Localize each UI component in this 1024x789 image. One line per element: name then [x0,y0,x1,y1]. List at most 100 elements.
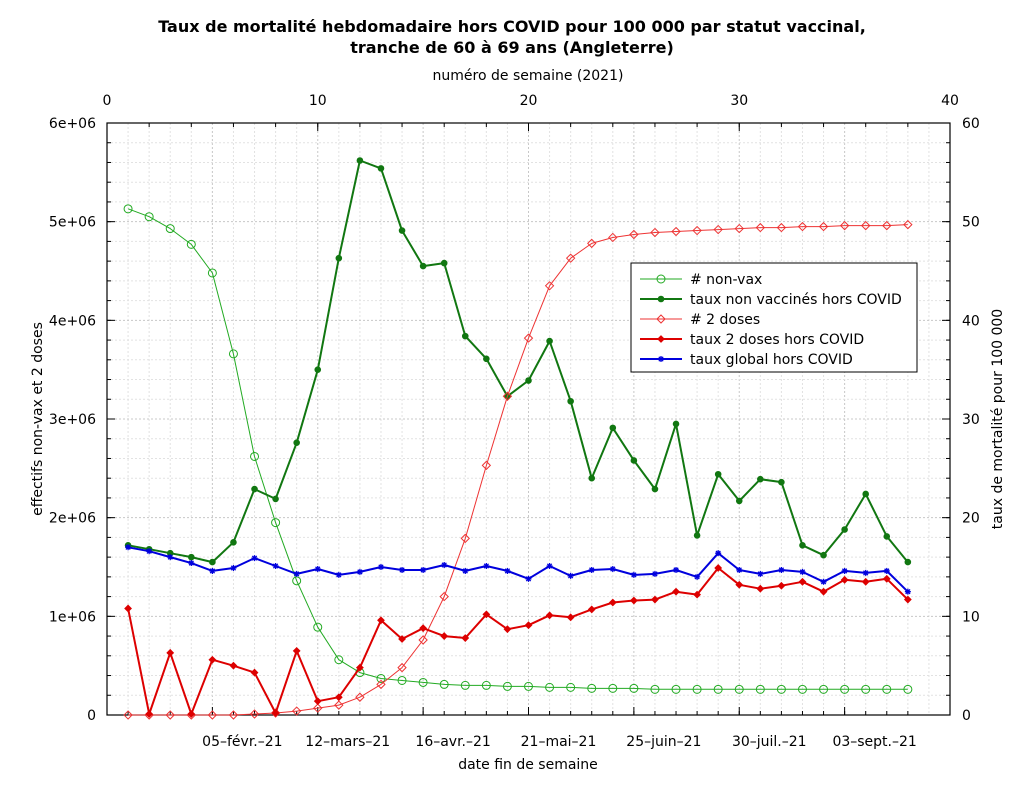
data-point [165,224,175,234]
data-point [883,533,891,540]
data-point [399,566,406,573]
y-axis-left-label: effectifs non-vax et 2 doses [30,322,46,516]
legend-marker [657,335,665,343]
data-point [439,679,449,689]
data-point [377,616,385,625]
left-tick-label: 3e+06 [49,412,96,428]
data-point [545,611,554,620]
data-point [291,706,302,716]
data-point [734,684,744,694]
data-point [228,710,239,720]
legend-label: taux non vaccinés hors COVID [690,292,902,308]
data-point [693,590,702,599]
data-point [820,578,827,585]
data-point [420,566,427,573]
data-point [188,553,195,561]
legend: # non-vax taux non vaccinés hors COVID # 2… [630,262,918,373]
data-point [904,588,911,595]
data-point [777,581,786,590]
data-point [736,566,743,573]
data-point [735,497,743,505]
data-point [756,584,765,593]
data-point [376,673,386,683]
data-point [334,655,344,665]
data-point [755,222,766,233]
data-point [882,684,892,694]
data-point [630,571,637,578]
data-point [207,710,218,720]
data-point [629,596,638,605]
data-point [376,679,386,690]
data-point [587,605,596,614]
data-point [841,567,848,574]
data-point [567,572,574,579]
right-tick-label: 20 [962,511,980,527]
data-point [755,684,765,694]
data-point [502,391,513,402]
data-point [713,224,723,235]
grid [107,123,950,715]
data-point [545,682,555,692]
data-point [313,622,323,632]
data-point [650,684,660,694]
data-point [398,227,406,234]
bottom-tick-label: 30–juil.–21 [732,734,807,750]
data-point [587,683,597,693]
data-point [841,526,848,533]
data-point [651,595,659,604]
series-line [127,567,909,715]
data-point [566,613,575,622]
data-point [481,460,492,471]
data-point [272,495,279,503]
data-point [335,571,342,578]
data-point [588,566,595,573]
data-point [397,675,407,685]
data-point [883,567,890,574]
data-point [250,451,260,461]
data-point [186,239,196,249]
data-point [419,262,427,270]
data-point [565,253,576,263]
data-point [651,570,658,577]
top-tick-label: 0 [103,93,112,109]
data-point [776,684,786,694]
data-point [166,648,175,657]
data-point [818,221,829,232]
left-tick-label: 0 [87,708,96,724]
legend-marker [658,356,664,362]
y-axis-right-label: taux de mortalité pour 100 000 [990,309,1006,529]
right-tick-label: 60 [962,116,980,132]
bottom-tick-label: 03–sept.–21 [832,734,916,750]
data-point [525,377,532,384]
data-point [356,157,364,164]
data-point [230,539,237,546]
data-point [567,397,574,405]
legend-marker [656,274,666,284]
data-point [462,567,469,574]
bottom-tick-label: 21–mai–21 [521,734,597,750]
data-point [757,475,764,483]
data-point [146,548,153,555]
data-point [483,355,490,363]
data-point [713,684,723,694]
data-point [335,254,343,262]
data-point [460,533,470,544]
bottom-tick-label: 12–mars–21 [305,734,390,750]
data-point [734,223,744,234]
data-point [123,204,133,214]
data-point [145,710,154,718]
data-point [209,558,216,566]
data-point [608,598,617,607]
data-point [334,700,344,710]
data-point [167,554,174,561]
data-point [419,624,428,633]
data-point [629,229,639,240]
data-point [903,595,912,604]
data-point [270,708,281,718]
data-point [356,568,363,575]
data-point [587,238,597,249]
right-tick-label: 30 [962,412,980,428]
right-tick-label: 0 [962,708,971,724]
series-group [123,157,913,720]
